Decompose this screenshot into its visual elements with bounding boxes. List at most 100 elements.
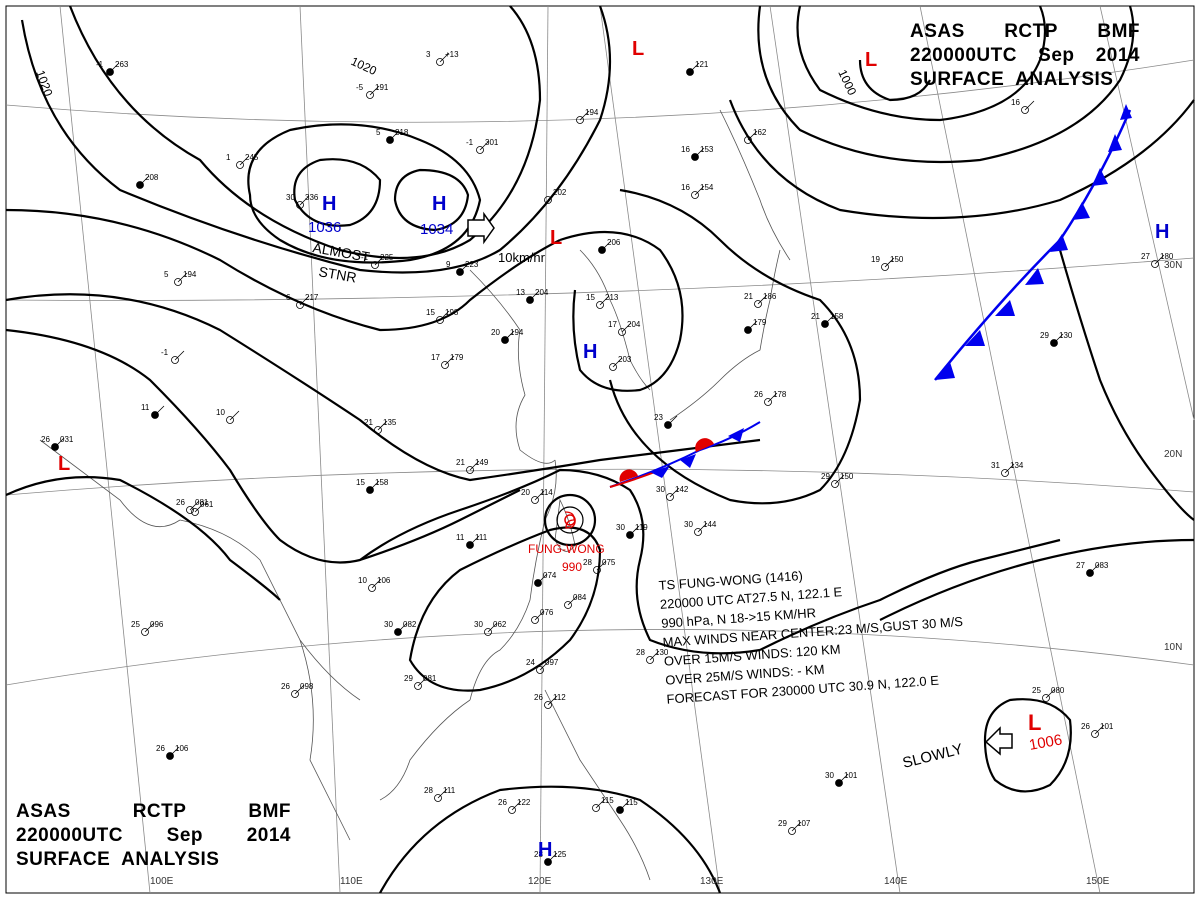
station-plot: 20 114: [521, 488, 553, 504]
wind-barb: [529, 290, 540, 301]
front-triangle: [680, 454, 696, 468]
station-plot: 13 204: [516, 288, 549, 304]
station-temperature: 16: [1011, 98, 1020, 107]
station-temperature: 26: [498, 798, 507, 807]
low-pressure-marker: L: [865, 49, 877, 71]
wind-barb: [487, 622, 498, 633]
isobar: [68, 5, 542, 260]
station-pressure: 336: [305, 193, 319, 202]
station-pressure: 194: [183, 270, 197, 279]
station-plot: 074: [534, 571, 557, 587]
station-plot: 10: [216, 408, 240, 424]
isobar: [728, 99, 1195, 220]
station-temperature: 11: [456, 533, 465, 542]
station-plot: 162: [744, 128, 767, 144]
station-temperature: 26: [156, 744, 165, 753]
typhoon-info-block: TS FUNG-WONG (1416) 220000 UTC AT27.5 N,…: [658, 555, 968, 709]
coastline: [379, 699, 471, 801]
station-temperature: 26: [534, 693, 543, 702]
station-pressure: 162: [753, 128, 767, 137]
isobar: [5, 476, 281, 601]
typhoon-symbol[interactable]: [564, 511, 576, 529]
station-circle: [476, 146, 484, 154]
station-temperature: 30: [286, 193, 295, 202]
station-plot: -5 191: [356, 83, 389, 99]
front-triangle: [1120, 104, 1132, 120]
header-row-3: SURFACE ANALYSIS: [910, 68, 1140, 92]
station-temperature: -1: [96, 60, 104, 69]
wind-barb: [601, 240, 612, 251]
station-pressure: 179: [450, 353, 464, 362]
station-plot: 25 096: [131, 620, 164, 636]
header-station: RCTP: [132, 801, 187, 822]
station-temperature: 16: [681, 145, 690, 154]
high-pressure-marker: H: [322, 193, 336, 215]
station-circle: [508, 806, 516, 814]
station-plot: 26 101: [1081, 722, 1114, 738]
isobar-value: 1020: [33, 68, 55, 98]
header-agency: ASAS: [16, 801, 71, 822]
station-plot: 9 223: [446, 260, 479, 276]
wind-barb: [694, 185, 705, 196]
station-plot: 15 213: [586, 293, 619, 309]
header-station: RCTP: [1004, 21, 1058, 42]
wind-barb: [689, 62, 700, 73]
station-plot: 115: [616, 798, 638, 814]
pressure-centers[interactable]: H 1036 H 1034 H H H L L L L L 1006: [58, 38, 1169, 861]
station-temperature: 15: [426, 308, 435, 317]
station-circle: [141, 628, 149, 636]
station-temperature: 26: [176, 498, 185, 507]
station-circle: [436, 58, 444, 66]
station-pressure: 142: [675, 485, 689, 494]
header-row-2: 220000UTC Sep 2014: [910, 44, 1140, 68]
station-plot: 29 150: [821, 472, 854, 488]
station-temperature: 30: [656, 485, 665, 494]
station-plot: 11: [141, 403, 165, 419]
station-pressure: 144: [703, 520, 717, 529]
wind-barb: [824, 314, 835, 325]
header-product: SURFACE ANALYSIS: [16, 849, 220, 870]
station-temperature: 11: [141, 403, 150, 412]
station-circle: [536, 666, 544, 674]
station-plot: 206: [598, 238, 621, 254]
wind-barb: [621, 322, 632, 333]
station-temperature: 29: [821, 472, 830, 481]
station-plot: 29 130: [1040, 331, 1073, 347]
station-circle: [171, 356, 179, 364]
wind-barb: [504, 330, 515, 341]
station-pressure: 112: [553, 693, 566, 702]
station-plot: 11 111: [456, 533, 488, 549]
station-circle: [764, 398, 772, 406]
latitude-label: 30N: [1164, 260, 1182, 271]
wind-barb: [154, 405, 165, 416]
station-plot: 19 150: [871, 255, 904, 271]
station-plot: 084: [564, 593, 587, 609]
station-pressure: 202: [553, 188, 567, 197]
coastline: [579, 249, 651, 391]
station-pressure: 075: [602, 558, 616, 567]
station-circle: [368, 584, 376, 592]
isobars: [5, 5, 1195, 894]
station-plot: 16 153: [681, 145, 714, 161]
wind-barb: [374, 255, 385, 266]
station-plot: 30 101: [825, 771, 858, 787]
station-circle: [466, 466, 474, 474]
station-circle: [609, 363, 617, 371]
station-temperature: 5: [164, 270, 169, 279]
station-plot: 21 135: [364, 418, 397, 434]
front-triangle: [1050, 234, 1068, 252]
station-temperature: 31: [991, 461, 1000, 470]
isobar: [359, 468, 761, 655]
station-pressure: 080: [1051, 686, 1065, 695]
header-month: Sep: [1038, 45, 1075, 66]
station-temperature: 21: [811, 312, 820, 321]
station-circle: [618, 328, 626, 336]
high-pressure-value: 1036: [308, 219, 341, 236]
station-pressure: 125: [553, 850, 567, 859]
wind-barb: [239, 155, 250, 166]
station-pressure: 107: [797, 819, 811, 828]
station-pressure: 074: [543, 571, 557, 580]
front-line: [934, 109, 1132, 381]
